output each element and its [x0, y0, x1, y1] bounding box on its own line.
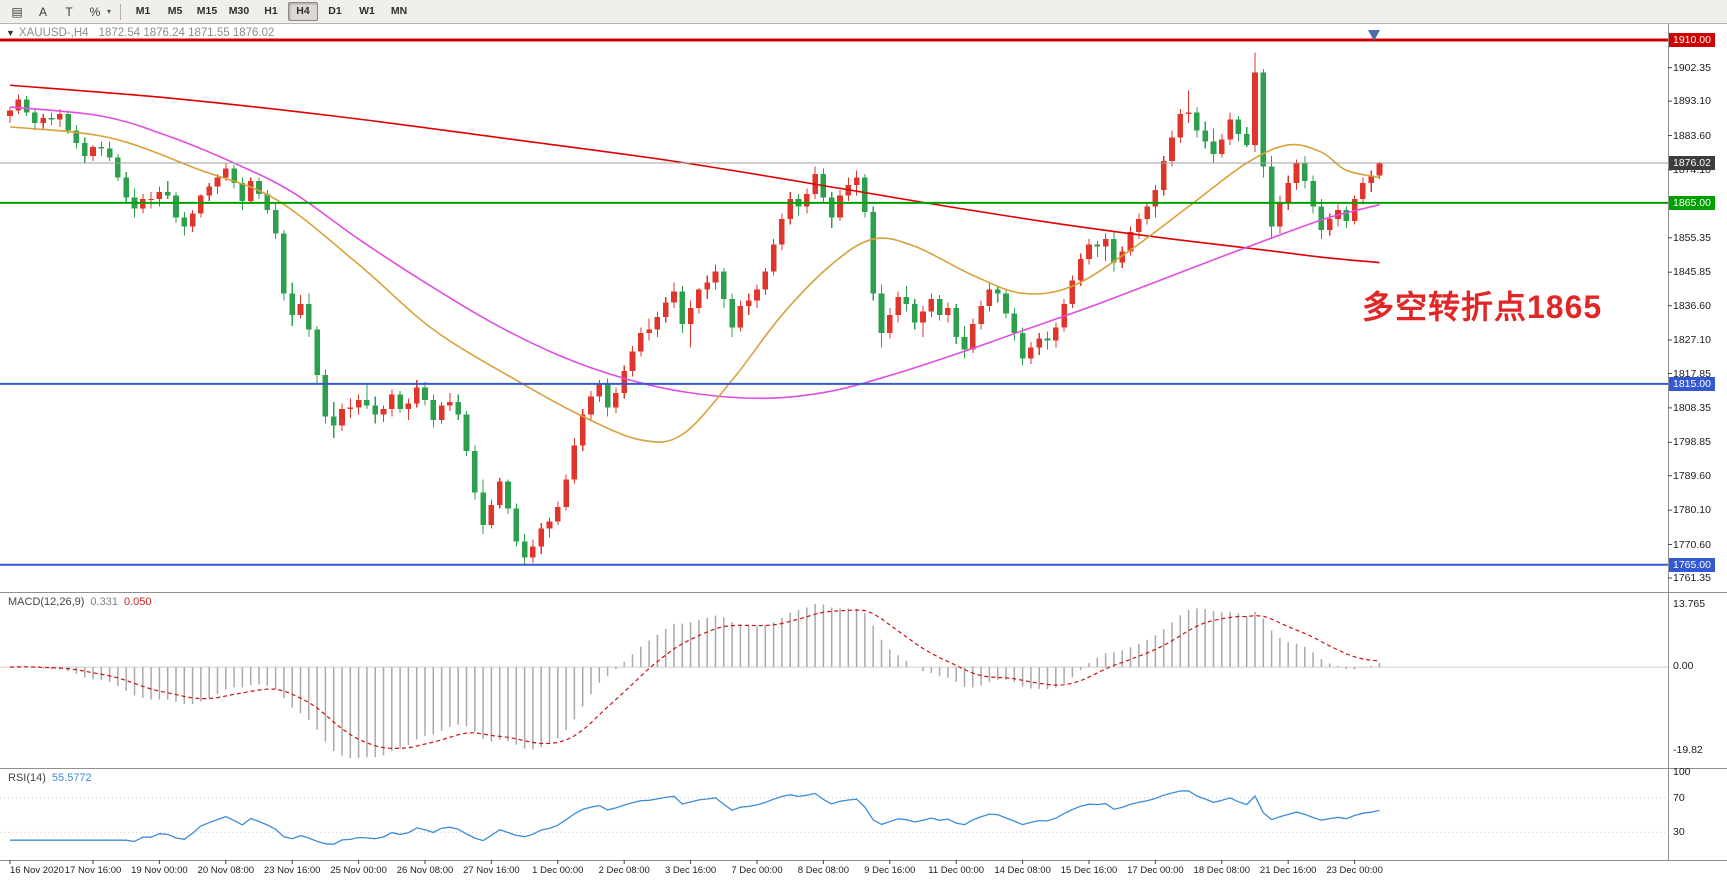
time-label: 9 Dec 16:00 [864, 865, 916, 876]
time-label: 18 Dec 08:00 [1193, 865, 1251, 876]
time-label: 1 Dec 00:00 [532, 865, 584, 876]
time-label: 11 Dec 00:00 [928, 865, 985, 876]
toolbar-separator [120, 3, 122, 20]
price-tick: 1761.35 [1673, 572, 1711, 584]
macd-scale-zero: 0.00 [1673, 660, 1694, 672]
ohlc-readout: 1872.54 1876.24 1871.55 1876.02 [98, 27, 275, 39]
time-label: 25 Nov 00:00 [330, 865, 387, 876]
time-label: 27 Nov 16:00 [463, 865, 520, 876]
time-label: 2 Dec 08:00 [598, 865, 650, 876]
timeframe-m1[interactable]: M1 [135, 5, 151, 17]
rsi-indicator-label: RSI(14) 55.5772 [8, 772, 92, 784]
ma-medium-line [9, 106, 1380, 400]
time-label: 15 Dec 16:00 [1060, 865, 1118, 876]
price-tick: 1893.10 [1673, 95, 1711, 108]
chart-title: ▼ XAUUSD-,H4 1872.54 1876.24 1871.55 1876.… [6, 27, 274, 39]
time-label: 26 Nov 08:00 [396, 865, 454, 876]
price-badge-1865.00: 1865.00 [1669, 195, 1715, 210]
price-badge-1765.00: 1765.00 [1669, 557, 1715, 572]
price-badge-1910.00: 1910.00 [1669, 33, 1715, 47]
macd-scale-bottom: -19.82 [1673, 744, 1703, 756]
chart-menu-arrow-icon[interactable]: ▼ [6, 28, 15, 38]
time-label: 8 Dec 08:00 [797, 865, 850, 876]
macd-signal-line [9, 609, 1380, 750]
macd-main-value: 0.331 [90, 596, 118, 608]
percent-scale-icon[interactable]: % [89, 4, 101, 19]
time-label: 23 Nov 16:00 [263, 865, 321, 876]
time-label: 23 Dec 00:00 [1326, 865, 1383, 876]
rsi-line [10, 790, 1380, 845]
price-tick: 1789.60 [1673, 469, 1711, 482]
time-label: 17 Nov 16:00 [64, 865, 122, 876]
chart-annotation[interactable]: 多空转折点1865 [1362, 289, 1603, 325]
text-tool-icon[interactable]: T [65, 4, 73, 19]
time-label: 3 Dec 16:00 [664, 865, 717, 876]
toolbar: ▤ A T% ▾ M1 M5 M15 M30 H1 H4 D1 W1 MN [0, 0, 1727, 24]
price-tick: 1883.60 [1673, 129, 1711, 142]
rsi-scale-100: 100 [1673, 766, 1691, 778]
candles [7, 52, 1383, 566]
ma-fast-line [9, 126, 1380, 443]
price-tick: 1836.60 [1673, 299, 1711, 312]
charts-grid-icon[interactable]: ▤ [11, 4, 23, 19]
rsi-scale-70: 70 [1673, 792, 1685, 804]
timeframe-d1[interactable]: D1 [328, 5, 342, 17]
price-tick: 1855.35 [1673, 231, 1711, 244]
timeframe-h1[interactable]: H1 [264, 5, 278, 17]
symbol-period-label: XAUUSD-,H4 [18, 27, 89, 39]
time-label: 20 Nov 08:00 [197, 865, 255, 876]
time-label: 16 Nov 2020 [10, 865, 64, 876]
chart-end-marker-icon [1368, 30, 1380, 41]
time-label: 19 Nov 00:00 [131, 865, 188, 876]
price-tick: 1902.35 [1673, 61, 1711, 74]
timeframe-w1[interactable]: W1 [359, 5, 375, 17]
macd-signal-value: 0.050 [123, 596, 152, 608]
timeframe-m30[interactable]: M30 [228, 5, 250, 17]
timeframe-mn[interactable]: MN [390, 5, 408, 17]
current-price-badge: 1876.02 [1669, 155, 1715, 170]
rsi-scale-30: 30 [1673, 826, 1685, 838]
price-tick: 1808.35 [1673, 401, 1711, 414]
macd-histogram [17, 604, 1381, 758]
price-tick: 1780.10 [1673, 504, 1711, 517]
timeframe-m15[interactable]: M15 [196, 5, 218, 17]
timeframe-h4[interactable]: H4 [288, 2, 319, 21]
time-label: 14 Dec 08:00 [994, 865, 1051, 876]
rsi-value: 55.5772 [51, 772, 92, 784]
price-tick: 1827.10 [1673, 334, 1711, 347]
price-tick: 1817.85 [1673, 367, 1711, 380]
price-badge-1815.00: 1815.00 [1669, 376, 1715, 391]
time-label: 17 Dec 00:00 [1127, 865, 1184, 876]
macd-indicator-label: MACD(12,26,9) 0.331 0.050 [8, 596, 151, 608]
rsi-name: RSI(14) [8, 772, 46, 784]
price-tick: 1798.85 [1673, 436, 1711, 449]
time-label: 7 Dec 00:00 [731, 865, 783, 876]
price-tick: 1770.60 [1673, 538, 1711, 551]
macd-name: MACD(12,26,9) [8, 596, 85, 608]
time-label: 21 Dec 16:00 [1259, 865, 1317, 876]
timeframe-m5[interactable]: M5 [167, 5, 183, 17]
macd-scale-top: 13.765 [1673, 598, 1706, 610]
ma-slow-line [9, 84, 1380, 264]
cursor-mode-icon[interactable]: A [38, 4, 47, 19]
dropdown-arrow-icon[interactable]: ▾ [107, 7, 112, 16]
price-tick: 1845.85 [1673, 266, 1711, 279]
